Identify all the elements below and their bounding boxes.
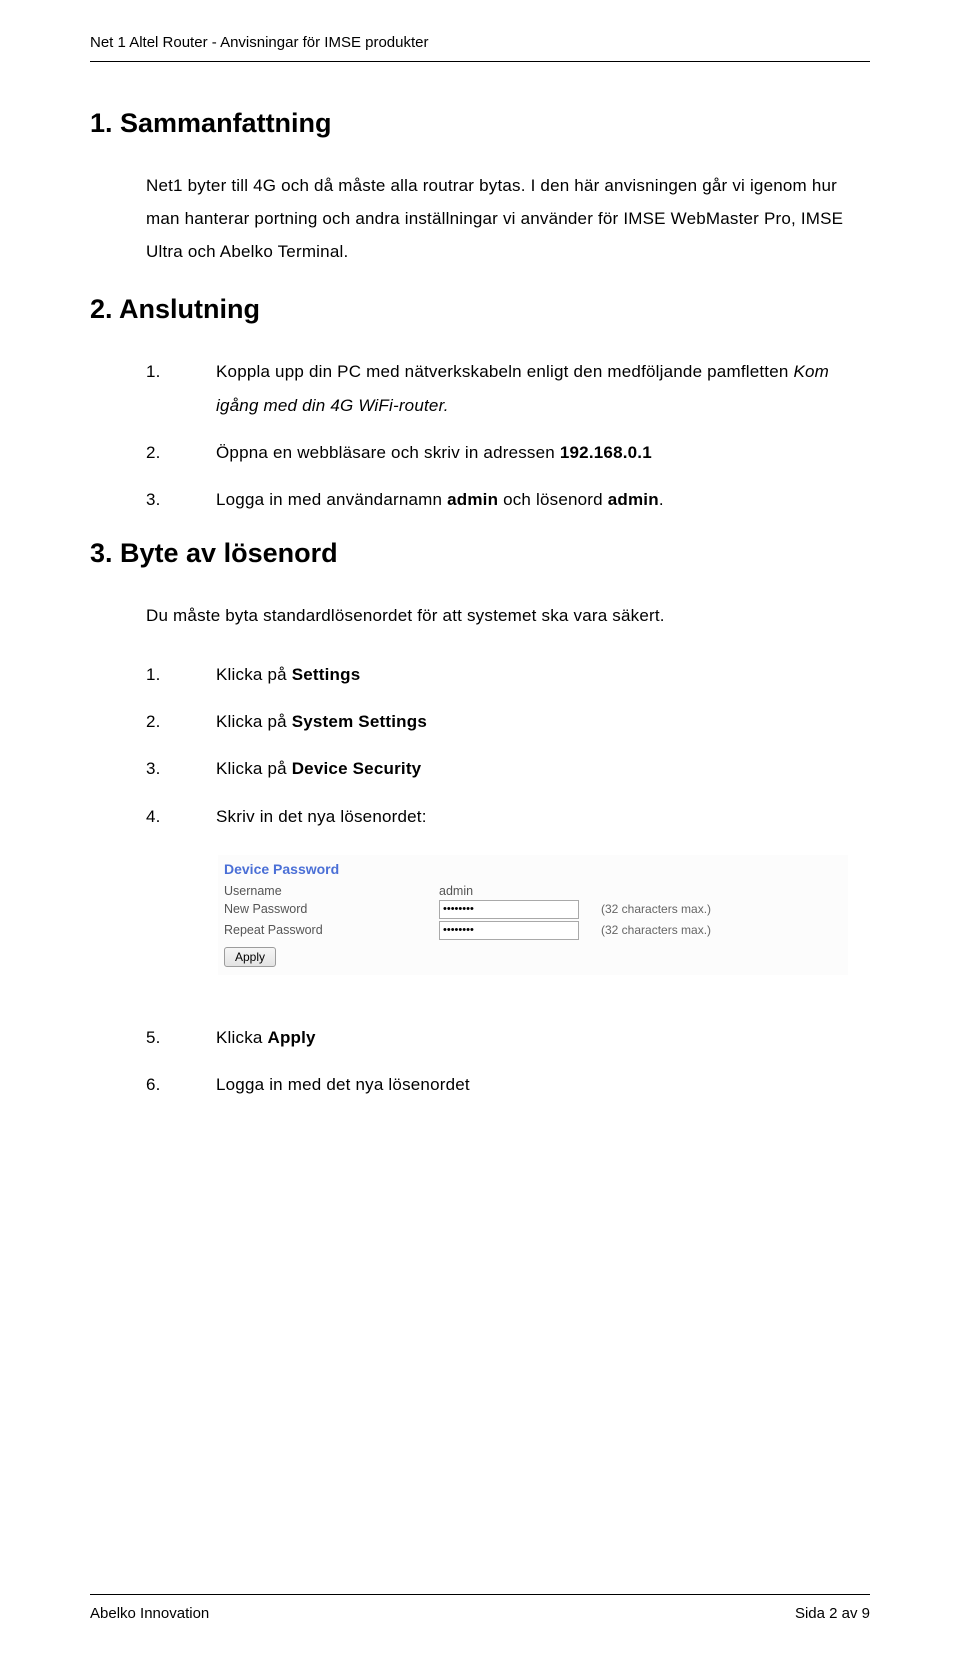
list-text: Klicka på System Settings [216, 705, 870, 738]
para-byte-losenord: Du måste byta standardlösenordet för att… [146, 599, 870, 632]
footer-right: Sida 2 av 9 [795, 1605, 870, 1622]
new-password-input[interactable] [439, 900, 579, 919]
device-password-form: Device Password Username admin New Passw… [218, 855, 848, 975]
list-item: 2. Klicka på System Settings [146, 705, 870, 738]
label-username: Username [224, 884, 439, 898]
form-row-username: Username admin [218, 883, 848, 899]
apply-row: Apply [218, 941, 848, 967]
document-page: Net 1 Altel Router - Anvisningar för IMS… [0, 0, 960, 1666]
para-sammanfattning: Net1 byter till 4G och då måste alla rou… [146, 169, 870, 268]
text-run: Logga in med det nya lösenordet [216, 1075, 470, 1094]
text-bold: System Settings [292, 712, 427, 731]
list-item: 1. Koppla upp din PC med nätverkskabeln … [146, 355, 870, 421]
repeat-password-input[interactable] [439, 921, 579, 940]
text-bold: 192.168.0.1 [560, 443, 652, 462]
heading-anslutning: 2. Anslutning [90, 294, 870, 325]
text-bold: Apply [267, 1028, 315, 1047]
list-text: Skriv in det nya lösenordet: [216, 800, 870, 833]
list-text: Klicka Apply [216, 1021, 870, 1054]
text-bold: admin [447, 490, 498, 509]
list-item: 5. Klicka Apply [146, 1021, 870, 1054]
list-number: 3. [146, 483, 216, 516]
label-new-password: New Password [224, 902, 439, 916]
list-number: 1. [146, 355, 216, 421]
list-item: 1. Klicka på Settings [146, 658, 870, 691]
footer-left: Abelko Innovation [90, 1605, 209, 1622]
text-run: . [659, 490, 664, 509]
list-number: 4. [146, 800, 216, 833]
form-row-repeat-password: Repeat Password (32 characters max.) [218, 920, 848, 941]
input-wrap [439, 900, 589, 919]
page-header-title: Net 1 Altel Router - Anvisningar för IMS… [90, 34, 870, 61]
text-bold: admin [608, 490, 659, 509]
list-text: Klicka på Settings [216, 658, 870, 691]
footer-row: Abelko Innovation Sida 2 av 9 [90, 1605, 870, 1622]
text-bold: Settings [292, 665, 361, 684]
text-run: Klicka på [216, 759, 292, 778]
apply-button[interactable]: Apply [224, 947, 276, 967]
list-text: Logga in med det nya lösenordet [216, 1068, 870, 1101]
list-byte-b: 5. Klicka Apply 6. Logga in med det nya … [146, 1021, 870, 1101]
form-row-new-password: New Password (32 characters max.) [218, 899, 848, 920]
form-heading: Device Password [218, 859, 848, 883]
text-run: Logga in med användarnamn [216, 490, 447, 509]
list-text: Logga in med användarnamn admin och löse… [216, 483, 870, 516]
list-number: 1. [146, 658, 216, 691]
text-bold: Device Security [292, 759, 422, 778]
list-item: 2. Öppna en webbläsare och skriv in adre… [146, 436, 870, 469]
label-repeat-password: Repeat Password [224, 923, 439, 937]
text-run: och lösenord [498, 490, 608, 509]
heading-byte-losenord: 3. Byte av lösenord [90, 538, 870, 569]
list-item: 3. Klicka på Device Security [146, 752, 870, 785]
list-text: Öppna en webbläsare och skriv in adresse… [216, 436, 870, 469]
value-username: admin [439, 884, 589, 898]
page-footer: Abelko Innovation Sida 2 av 9 [90, 1594, 870, 1622]
list-number: 2. [146, 705, 216, 738]
list-number: 3. [146, 752, 216, 785]
list-byte-a: 1. Klicka på Settings 2. Klicka på Syste… [146, 658, 870, 833]
text-run: Skriv in det nya lösenordet: [216, 807, 427, 826]
list-text: Koppla upp din PC med nätverkskabeln enl… [216, 355, 870, 421]
list-item: 3. Logga in med användarnamn admin och l… [146, 483, 870, 516]
text-run: Koppla upp din PC med nätverkskabeln enl… [216, 362, 793, 381]
text-run: Öppna en webbläsare och skriv in adresse… [216, 443, 560, 462]
footer-rule [90, 1594, 870, 1595]
input-wrap [439, 921, 589, 940]
note-repeat-password: (32 characters max.) [589, 923, 711, 937]
note-new-password: (32 characters max.) [589, 902, 711, 916]
text-run: Klicka [216, 1028, 267, 1047]
text-run: Klicka på [216, 712, 292, 731]
header-rule [90, 61, 870, 62]
list-number: 5. [146, 1021, 216, 1054]
list-number: 6. [146, 1068, 216, 1101]
list-text: Klicka på Device Security [216, 752, 870, 785]
list-item: 6. Logga in med det nya lösenordet [146, 1068, 870, 1101]
list-anslutning: 1. Koppla upp din PC med nätverkskabeln … [146, 355, 870, 516]
heading-sammanfattning: 1. Sammanfattning [90, 108, 870, 139]
text-run: Klicka på [216, 665, 292, 684]
list-item: 4. Skriv in det nya lösenordet: [146, 800, 870, 833]
list-number: 2. [146, 436, 216, 469]
